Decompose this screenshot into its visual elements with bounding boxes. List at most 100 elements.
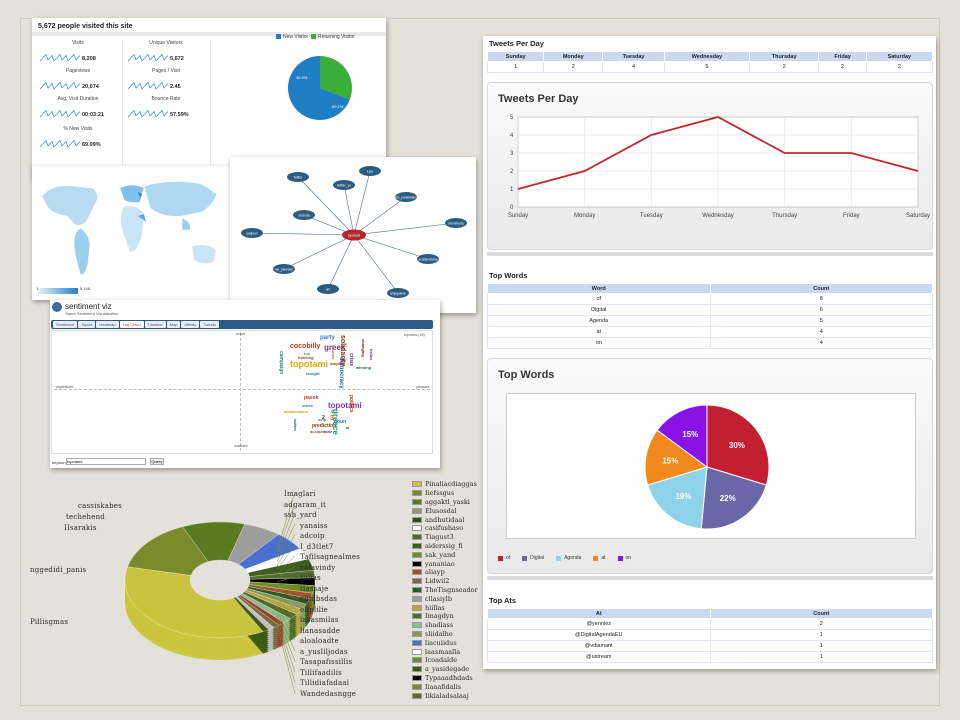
legend-item: Typaaadhdads bbox=[412, 674, 492, 683]
legend-label: Iikialadsalaaj bbox=[425, 691, 469, 700]
column-header: Count bbox=[709, 283, 933, 294]
donut-label: I_d3tlet7 bbox=[300, 542, 334, 551]
cloud-word: hellas bbox=[369, 349, 374, 361]
keyword-input[interactable] bbox=[66, 458, 146, 465]
cloud-word: amp bbox=[318, 417, 327, 422]
query-button[interactable]: Query bbox=[150, 458, 164, 465]
cloud-word: party bbox=[320, 335, 335, 341]
column-header: At bbox=[487, 608, 711, 619]
tab-sentiment[interactable]: Sentiment bbox=[53, 321, 78, 328]
metric-value: 5,672 bbox=[170, 56, 184, 62]
metric-label: Unique Visitors bbox=[149, 40, 183, 46]
sparkline bbox=[40, 81, 80, 90]
legend-item: of bbox=[498, 555, 510, 561]
y-tick-label: 0 bbox=[510, 205, 514, 211]
node-label: twitter bbox=[294, 175, 303, 179]
table-cell: 1 bbox=[709, 640, 933, 652]
tab-tag-cloud[interactable]: Tag Cloud bbox=[119, 321, 144, 328]
tab-timeline[interactable]: Timeline bbox=[144, 321, 166, 328]
legend-item: cllasiylb bbox=[412, 594, 492, 603]
legend-swatch bbox=[412, 586, 422, 593]
top-words-pie: 30% 22% 19% 15% 15% bbox=[644, 404, 770, 530]
legend-swatch bbox=[412, 657, 422, 664]
leader-line bbox=[276, 565, 296, 579]
network-node bbox=[387, 288, 409, 298]
legend-item: sliidalhe bbox=[412, 630, 492, 639]
divider bbox=[487, 576, 933, 580]
sparkline bbox=[40, 109, 80, 118]
table-header-row: Sunday Monday Tuesday Wednesday Thursday Frid… bbox=[486, 51, 934, 62]
leader-line bbox=[276, 609, 296, 652]
metric-label: % New Visits bbox=[63, 126, 93, 132]
metric-value: 69.09% bbox=[82, 142, 101, 148]
network-edge bbox=[283, 234, 355, 270]
tab-affinity[interactable]: Affinity bbox=[181, 321, 200, 328]
metric-card: Avg. Visit Duration 00:03:21 bbox=[36, 96, 116, 128]
pie-slice bbox=[647, 466, 708, 530]
cloud-word: swiss bbox=[302, 403, 313, 408]
tab-tweets[interactable]: Tweets bbox=[200, 321, 219, 328]
donut-label: lasasmilas bbox=[300, 616, 339, 624]
legend-swatch bbox=[412, 560, 422, 567]
donut-label: cassiskabes bbox=[78, 502, 122, 510]
column-header: Count bbox=[709, 608, 933, 619]
metric-value: 00:03:21 bbox=[82, 112, 105, 118]
slice-label: 30% bbox=[729, 441, 745, 450]
legend-item: andhutidaal bbox=[412, 515, 492, 524]
legend-label: TheTisgnseador bbox=[425, 585, 478, 594]
x-tick-label: Tuesday bbox=[640, 213, 663, 219]
legend-swatch bbox=[412, 578, 422, 585]
table-cell: 5 bbox=[709, 315, 933, 327]
table-cell: Digital bbox=[487, 304, 711, 316]
donut-label: climbsdas bbox=[300, 595, 338, 603]
world-map-panel: 1 5,146 bbox=[32, 166, 232, 300]
tab-heatmap[interactable]: Heatmap bbox=[96, 321, 119, 328]
legend-swatch bbox=[276, 34, 281, 40]
legend-item: aggaktl_yaski bbox=[412, 498, 492, 507]
metric-label: Bounce Rate bbox=[151, 96, 181, 102]
legend-label: Agenda bbox=[564, 555, 582, 561]
cloud-word: ai bbox=[346, 425, 350, 430]
legend-label: of bbox=[506, 555, 511, 561]
table-row: at 4 bbox=[487, 326, 933, 338]
network-edge bbox=[353, 170, 371, 236]
table-cell: @DigitalAgendaEU bbox=[487, 629, 711, 641]
donut-label: eliplilie bbox=[300, 605, 328, 614]
metric-value: 8,208 bbox=[82, 56, 96, 62]
network-edge bbox=[353, 196, 407, 236]
tab-map[interactable]: Map bbox=[166, 321, 181, 328]
cloud-word: campaign bbox=[278, 351, 284, 375]
legend-swatch bbox=[412, 525, 422, 532]
node-label: acadamicaria bbox=[419, 257, 438, 261]
map-scale-max: 5,146 bbox=[80, 286, 91, 291]
legend-label: aggaktl_yaski bbox=[425, 497, 470, 506]
legend-swatch bbox=[556, 555, 562, 561]
network-node bbox=[241, 228, 263, 238]
y-axis bbox=[240, 333, 241, 451]
tab-topics[interactable]: Topics bbox=[78, 321, 96, 328]
pie-legend: New Visitor Returning Visitor bbox=[276, 34, 355, 40]
pie-legend: of Digital Agenda at on bbox=[498, 555, 631, 561]
network-center-node bbox=[342, 229, 366, 241]
legend-item: laasmaalla bbox=[412, 647, 492, 656]
table-cell: 2 bbox=[865, 61, 934, 73]
legend-label: Tiagust3 bbox=[425, 533, 454, 542]
sparkline bbox=[40, 139, 80, 148]
network-edge bbox=[251, 232, 355, 236]
legend-swatch bbox=[412, 666, 422, 673]
legend-swatch bbox=[412, 630, 422, 637]
table-cell: 8 bbox=[709, 293, 933, 305]
legend-swatch bbox=[412, 639, 422, 646]
top-ats-table: At Count @yenniez 2 @DigitalAgendaEU 1 @vdia… bbox=[487, 608, 933, 663]
table-cell: at bbox=[487, 326, 711, 338]
table-row: Agenda 5 bbox=[487, 315, 933, 327]
table-body: of 8 Digital 6 Agenda 5 at 4 on 4 bbox=[487, 293, 933, 349]
leader-line bbox=[276, 621, 296, 683]
divider bbox=[210, 40, 211, 170]
legend-swatch bbox=[412, 490, 422, 497]
table-cell: 2 bbox=[709, 618, 933, 630]
leader-line bbox=[276, 585, 296, 588]
legend-swatch bbox=[412, 622, 422, 629]
leader-line bbox=[276, 502, 296, 555]
tab-list: Sentiment Topics Heatmap Tag Cloud Timeline M… bbox=[51, 320, 433, 329]
